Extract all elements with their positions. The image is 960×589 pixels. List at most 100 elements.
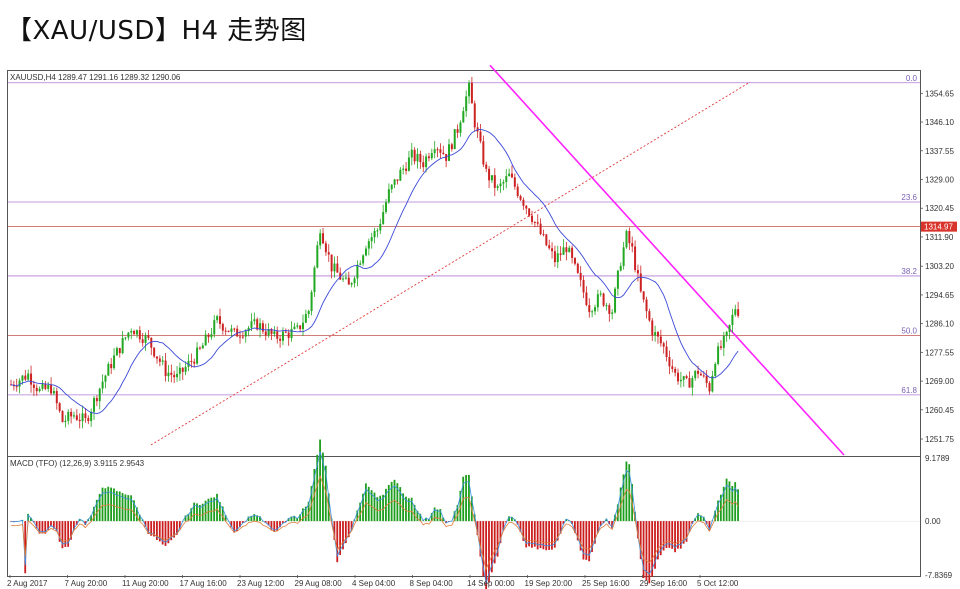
time-tick-label: 8 Sep 04:00 (410, 579, 454, 588)
candle-body (64, 420, 67, 423)
candle-body (410, 149, 413, 158)
macd-histogram-bar (350, 521, 353, 531)
macd-histogram-bar (344, 521, 347, 544)
candle-body (90, 411, 93, 422)
macd-histogram-bar (573, 521, 576, 533)
macd-histogram-bar (525, 521, 528, 548)
candle-body (396, 179, 399, 181)
macd-histogram-bar (425, 517, 427, 522)
macd-histogram-bar (256, 515, 258, 522)
macd-histogram-bar (453, 511, 456, 522)
candle-body (677, 372, 680, 382)
candle-body (244, 331, 247, 337)
candle-body (582, 279, 585, 293)
macd-histogram-bar (213, 497, 216, 522)
candle-body (250, 321, 253, 328)
candle-body (559, 253, 562, 255)
candle-body (645, 299, 648, 312)
macd-histogram-bar (548, 521, 550, 550)
candle-body (344, 277, 347, 279)
candle-body (201, 345, 204, 349)
candle-body (691, 378, 694, 388)
macd-histogram-bar (339, 521, 342, 555)
candle-body (379, 223, 382, 231)
candle-body (662, 343, 665, 347)
candle-body (427, 156, 430, 159)
candle-body (121, 338, 124, 354)
downtrend-line (489, 64, 845, 456)
macd-histogram-bar (133, 500, 135, 522)
macd-histogram-bar (376, 497, 379, 522)
candle-body (167, 372, 170, 377)
candle-body (699, 373, 702, 376)
candle-body (156, 356, 158, 359)
candle-body (468, 82, 471, 97)
candle-body (614, 288, 617, 313)
candle-body (516, 186, 519, 196)
candle-body (711, 375, 714, 392)
candle-body (21, 375, 24, 381)
candle-body (508, 173, 511, 177)
candle-body (390, 184, 393, 190)
candle-body (596, 294, 599, 308)
macd-histogram-bar (336, 521, 339, 563)
macd-histogram-bar (596, 521, 599, 534)
macd-histogram-bar (207, 498, 210, 522)
macd-signal-line (10, 475, 739, 571)
macd-histogram-bar (636, 521, 639, 539)
macd-histogram-bar (153, 521, 155, 537)
candle-body (313, 267, 316, 293)
price-tick-label: 1294.65 (925, 291, 954, 300)
candle-body (731, 314, 734, 325)
candle-body (556, 253, 559, 263)
candle-body (261, 323, 264, 332)
macd-histogram-bar (64, 521, 67, 547)
macd-histogram-bar (488, 521, 490, 583)
macd-histogram-bar (625, 461, 628, 522)
macd-histogram-bar (70, 521, 72, 540)
fib-label-0: 0.0 (906, 74, 918, 83)
candle-body (190, 360, 193, 362)
candle-body (465, 96, 468, 112)
fib-label-1: 23.6 (901, 193, 917, 202)
macd-histogram-bar (307, 501, 310, 522)
macd-histogram-bar (493, 521, 496, 564)
candle-body (87, 418, 90, 422)
macd-histogram-bar (302, 508, 304, 522)
candle-body (113, 355, 116, 369)
candle-body (364, 248, 367, 256)
candle-body (75, 415, 78, 420)
macd-histogram-bar (118, 491, 121, 522)
macd-histogram-bar (499, 521, 502, 544)
macd-histogram-bar (224, 515, 227, 522)
macd-histogram-bar (218, 502, 221, 522)
candle-body (728, 324, 731, 332)
macd-histogram-bar (656, 521, 659, 560)
macd-histogram-bar (61, 521, 64, 549)
macd-histogram-bar (611, 521, 613, 529)
macd-histogram-bar (459, 490, 462, 522)
candle-body (44, 383, 47, 389)
macd-histogram-bar (490, 521, 493, 573)
macd-histogram-bar (545, 521, 548, 551)
candle-body (224, 330, 227, 332)
candle-body (648, 311, 651, 321)
candle-body (93, 398, 96, 412)
candle-body (161, 360, 164, 362)
macd-histogram-bar (699, 515, 702, 522)
candle-body (553, 251, 556, 263)
macd-histogram-bar (651, 521, 654, 577)
macd-histogram-bar (634, 511, 636, 522)
macd-histogram-bar (201, 503, 204, 522)
candle-body (536, 222, 539, 224)
macd-histogram-bar (138, 514, 141, 522)
candle-body (130, 330, 133, 333)
macd-histogram-bar (608, 521, 611, 525)
candle-body (499, 183, 502, 187)
macd-histogram-bar (671, 521, 674, 549)
candle-body (339, 272, 342, 280)
candle-body (70, 411, 73, 417)
candle-body (50, 384, 53, 394)
candle-body (608, 305, 611, 314)
macd-histogram-bar (287, 518, 290, 522)
